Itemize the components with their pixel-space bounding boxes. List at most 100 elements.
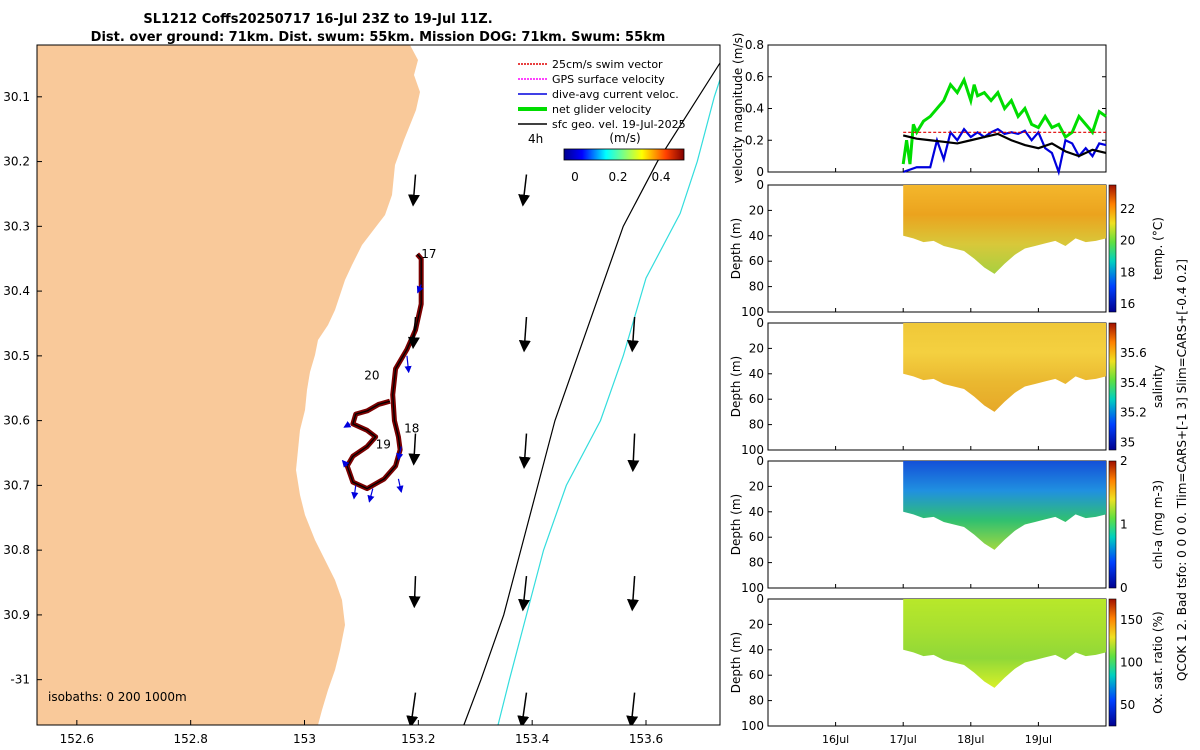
section-1-ytick-label-1: 20 [749,341,764,355]
section-2-ctick-2: 2 [1120,454,1128,468]
current-vector-2 [396,478,404,494]
map-ytick-label-3: 30.4 [3,284,30,298]
current-vector-4 [351,485,359,500]
geo-vector-12 [517,692,530,725]
section-fill-1 [903,323,1106,412]
current-vector-6 [343,420,352,428]
map-ytick-label-7: 30.8 [3,543,30,557]
section-3-ytick-label-5: 100 [741,719,764,733]
section-panel-0: 0 20 40 60 80 100 Depth (m) 16 18 20 22 temp. (°C) [729,178,1165,319]
section-1-ctick-3: 35.6 [1120,346,1147,360]
section-3-ytick-label-4: 80 [749,694,764,708]
speed-colorbar-tick-2: 0.4 [651,170,670,184]
glider-track-centerline [346,253,422,490]
geo-scale-label: 4h [528,132,543,146]
legend-label-net: net glider velocity [552,103,652,116]
section-1-ytick-label-2: 40 [749,367,764,381]
section-0-ytick-label-1: 20 [749,203,764,217]
isobath-200m [463,61,720,725]
section-1-ytick-label-0: 0 [756,316,764,330]
section-2-ylabel: Depth (m) [729,494,743,555]
day-label-20: 20 [364,368,379,382]
section-0-ctick-0: 16 [1120,297,1135,311]
section-3-clabel: Ox. sat. ratio (%) [1151,611,1165,713]
section-1-ctick-0: 35 [1120,436,1135,450]
velocity-series [901,76,1107,177]
day-label-19: 19 [376,438,391,452]
map-ytick-label-6: 30.7 [3,478,30,492]
geo-vector-8 [408,576,421,609]
geo-vector-3 [518,316,531,353]
velocity-y-ticks: 0 0.2 0.4 0.6 0.8 [745,38,1106,179]
section-3-ctick-2: 150 [1120,613,1143,627]
section-panel-1: 0 20 40 60 80 100 Depth (m) 35 35.2 35.4 35.6 salin… [729,316,1165,457]
section-1-ytick-label-4: 80 [749,418,764,432]
legend-label-swim: 25cm/s swim vector [552,58,663,71]
section-2-ytick-label-2: 40 [749,505,764,519]
section-0-ytick-label-2: 40 [749,229,764,243]
map-xtick-label-3: 153.2 [401,732,435,746]
section-3-ylabel: Depth (m) [729,632,743,693]
map-xtick-label-5: 153.6 [629,732,663,746]
title-line-1: SL1212 Coffs20250717 16-Jul 23Z to 19-Ju… [143,12,492,27]
speed-colorbar-bar [563,148,685,161]
section-1-ctick-2: 35.4 [1120,376,1147,390]
isobath-1000m [497,77,720,725]
geo-vector-1 [518,174,531,207]
current-vectors [341,284,424,503]
section-0-ytick-label-0: 0 [756,178,764,192]
section-2-ctick-1: 1 [1120,518,1128,532]
map-frame [36,44,721,726]
section-0-colorbar [1108,184,1117,313]
velocity-series-2 [902,132,1107,158]
map-ytick-label-8: 30.9 [3,608,30,622]
section-2-clabel: chl-a (mg m-3) [1151,480,1165,569]
speed-colorbar-tick-0: 0 [571,170,579,184]
section-fill-2 [903,461,1106,550]
section-3-ytick-label-1: 20 [749,617,764,631]
legend-label-current: dive-avg current veloc. [552,88,679,101]
section-3-ytick-label-0: 0 [756,592,764,606]
section-2-ytick-label-5: 100 [741,581,764,595]
velocity-ytick-label-0: 0 [756,165,764,179]
section-2-ytick-label-0: 0 [756,454,764,468]
geo-vector-4 [626,316,639,353]
section-1-ytick-label-3: 60 [749,392,764,406]
speed-colorbar-title: (m/s) [609,131,640,145]
geo-vector-0 [407,174,420,207]
side-note: QCOK 1 2. Bad tsfo: 0 0 0 0. Tlim=CARS+[… [1175,259,1189,681]
section-1-ctick-1: 35.2 [1120,406,1147,420]
section-2-ytick-label-1: 20 [749,479,764,493]
geo-vector-2 [407,316,420,350]
velocity-ytick-label-1: 0.2 [745,133,764,147]
map-ytick-label-1: 30.2 [3,155,30,169]
section-0-ytick-label-5: 100 [741,305,764,319]
current-vector-3 [367,488,375,503]
section-3-ctick-0: 50 [1120,698,1135,712]
velocity-magnitude-panel: 0 0.2 0.4 0.6 0.8 velocity magnitude (m/s) [731,33,1107,183]
section-2-ctick-0: 0 [1120,581,1128,595]
map-legend: 25cm/s swim vector GPS surface velocity … [518,58,686,146]
current-vector-7 [416,284,424,294]
section-1-ylabel: Depth (m) [729,356,743,417]
map-ytick-label-2: 30.3 [3,219,30,233]
map-ytick-label-5: 30.6 [3,414,30,428]
speed-colorbar-tick-1: 0.2 [608,170,627,184]
geo-vector-6 [518,433,531,469]
section-0-ytick-label-3: 60 [749,254,764,268]
time-tick-label-0: 16Jul [822,733,849,746]
current-vector-1 [396,446,404,461]
section-2-colorbar [1108,460,1117,589]
track-map: 17 18 19 20 152.6 152.8 153 153.2 153.4 153.6 30… [3,44,721,746]
section-0-clabel: temp. (°C) [1151,217,1165,280]
section-1-clabel: salinity [1151,365,1165,408]
section-3-ytick-label-2: 40 [749,643,764,657]
map-x-ticks: 152.6 152.8 153 153.2 153.4 153.6 [60,720,663,746]
geo-vector-9 [518,575,530,612]
land-area [37,45,420,725]
section-1-ytick-label-5: 100 [741,443,764,457]
title-line-2: Dist. over ground: 71km. Dist. swum: 55k… [91,30,666,45]
velocity-ytick-label-4: 0.8 [745,38,764,52]
current-vector-5 [341,459,350,468]
